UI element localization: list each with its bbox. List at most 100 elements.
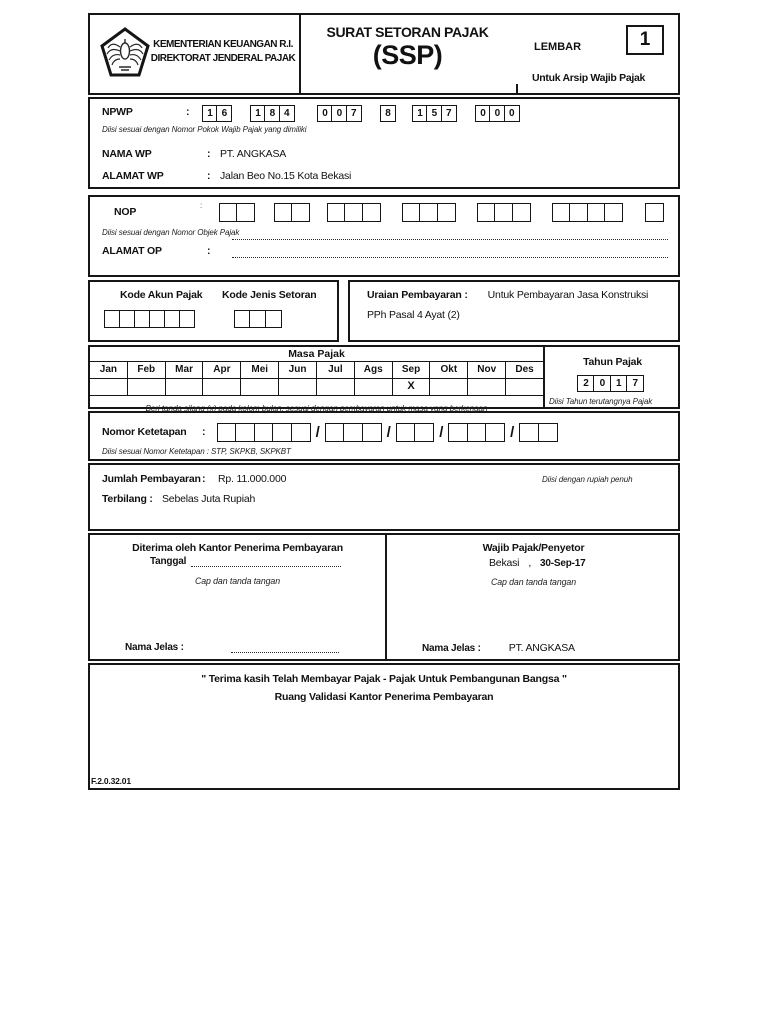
- alamat-op-label: ALAMAT OP: [102, 245, 162, 257]
- kemenkeu-pentagon-logo-icon: [100, 27, 150, 77]
- npwp-colon: :: [186, 106, 190, 118]
- kode-akun-box: [178, 310, 196, 328]
- masa-note: Beri tanda silang (x) pada kolom bulan, …: [145, 404, 488, 413]
- month-header-cell: Apr: [203, 362, 242, 379]
- left-nama-jelas-label: Nama Jelas :: [125, 642, 184, 653]
- nop-digit-box: [552, 203, 571, 222]
- ketetapan-digit-box: [537, 423, 558, 442]
- nop-digit-box: [236, 203, 256, 222]
- month-header-cell: Sep: [392, 362, 431, 379]
- sign-date: 30-Sep-17: [540, 557, 586, 569]
- jumlah-section: Jumlah Pembayaran : Rp. 11.000.000 Diisi…: [88, 463, 680, 531]
- ketetapan-digit-box: [485, 423, 506, 442]
- month-mark-row: X: [90, 379, 543, 396]
- left-nama-dotted-line: [230, 642, 339, 653]
- ministry-name: KEMENTERIAN KEUANGAN R.I. DIREKTORAT JEN…: [150, 38, 296, 65]
- ketetapan-digit-box: [253, 423, 274, 442]
- npwp-digit-box: 8: [264, 105, 281, 122]
- npwp-hint: Diisi sesuai dengan Nomor Pokok Wajib Pa…: [102, 125, 307, 134]
- ketetapan-hint: Diisi sesuai Nomor Ketetapan : STP, SKPK…: [102, 447, 291, 456]
- month-empty-cell: [127, 379, 166, 396]
- nop-digit-box: [291, 203, 311, 222]
- month-empty-cell: [241, 379, 280, 396]
- uraian-value-line2: PPh Pasal 4 Ayat (2): [367, 309, 460, 321]
- alamat-wp-value: Jalan Beo No.15 Kota Bekasi: [220, 170, 352, 182]
- nop-digit-group: [477, 203, 531, 222]
- npwp-digit-box: 7: [440, 105, 457, 122]
- month-empty-cell: [90, 379, 128, 396]
- right-nama-jelas-label: Nama Jelas :: [422, 642, 481, 654]
- month-header-cell: Nov: [468, 362, 507, 379]
- ketetapan-digit-box: [217, 423, 237, 442]
- header-divider: [299, 15, 301, 93]
- nop-digit-box: [219, 203, 238, 222]
- ketetapan-digit-box: [343, 423, 364, 442]
- ketetapan-colon: :: [202, 426, 206, 438]
- ketetapan-digit-box: [395, 423, 416, 442]
- jumlah-label: Jumlah Pembayaran: [102, 473, 201, 485]
- nop-digit-box: [477, 203, 496, 222]
- nama-wp-label: NAMA WP: [102, 148, 152, 160]
- nop-digit-box: [604, 203, 624, 222]
- ssp-form: KEMENTERIAN KEUANGAN R.I. DIREKTORAT JEN…: [88, 13, 680, 790]
- npwp-digit-group: 8: [380, 105, 396, 122]
- npwp-digit-box: 1: [412, 105, 428, 122]
- validation-section: " Terima kasih Telah Membayar Pajak - Pa…: [88, 663, 680, 790]
- signatures-divider: [385, 535, 387, 659]
- month-header-cell: Feb: [127, 362, 166, 379]
- month-header-cell: Mei: [241, 362, 280, 379]
- nama-wp-colon: :: [207, 148, 211, 160]
- nop-digit-group: [402, 203, 456, 222]
- ministry-line2: DIREKTORAT JENDERAL PAJAK: [150, 52, 296, 64]
- signatures-section: Diterima oleh Kantor Penerima Pembayaran…: [88, 533, 680, 661]
- masa-pajak-section: Masa Pajak Jan Feb Mar Apr Mei Jun Jul Ags Sep Ok…: [88, 345, 680, 413]
- jumlah-value: Rp. 11.000.000: [218, 473, 287, 485]
- alamat-wp-colon: :: [207, 170, 211, 182]
- month-header-row: Jan Feb Mar Apr Mei Jun Jul Ags Sep Okt Nov Des: [90, 362, 543, 379]
- month-header-cell: Ags: [354, 362, 393, 379]
- terbilang-label: Terbilang :: [102, 493, 153, 505]
- ketetapan-slash-separator: /: [386, 424, 391, 441]
- month-empty-cell: [430, 379, 469, 396]
- ketetapan-digit-box: [414, 423, 435, 442]
- masa-pajak-title: Masa Pajak: [90, 347, 543, 362]
- nop-hint: Diisi sesuai dengan Nomor Objek Pajak: [102, 228, 240, 237]
- lembar-number-box: 1: [626, 25, 664, 55]
- month-empty-cell: [354, 379, 393, 396]
- tanggal-dotted-line: [191, 556, 342, 567]
- month-empty-cell: [316, 379, 355, 396]
- ketetapan-digit-box: [235, 423, 256, 442]
- month-empty-cell: [468, 379, 507, 396]
- ketetapan-digit-box: [448, 423, 469, 442]
- npwp-digit-box: 4: [278, 105, 295, 122]
- month-header-cell: Mar: [165, 362, 204, 379]
- nop-digit-box: [436, 203, 456, 222]
- ketetapan-digit-group: [448, 423, 506, 442]
- ketetapan-digit-box: [272, 423, 293, 442]
- tahun-note: Diisi Tahun terutangnya Pajak: [549, 397, 653, 406]
- received-by-title: Diterima oleh Kantor Penerima Pembayaran: [132, 542, 343, 554]
- ketetapan-slash-separator: /: [439, 424, 444, 441]
- npwp-label: NPWP: [102, 106, 133, 118]
- thanks-line: " Terima kasih Telah Membayar Pajak - Pa…: [201, 673, 567, 685]
- nop-digit-box: [344, 203, 364, 222]
- form-abbr: (SSP): [372, 40, 443, 70]
- npwp-digit-box: 0: [503, 105, 520, 122]
- ketetapan-digit-boxes: / / / /: [217, 423, 558, 442]
- kode-jenis-label: Kode Jenis Setoran: [222, 289, 317, 301]
- nop-digit-box: [402, 203, 421, 222]
- nop-section: NOP : Diisi sesuai dengan Nomor Objek Pa…: [88, 195, 680, 277]
- ketetapan-digit-box: [361, 423, 382, 442]
- nop-digit-group: [327, 203, 381, 222]
- ketetapan-digit-box: [324, 423, 345, 442]
- tahun-digit-box: 0: [593, 375, 612, 392]
- nomor-ketetapan-section: Nomor Ketetapan : / / / / Diisi sesuai Nomo…: [88, 411, 680, 461]
- nop-digit-group: [552, 203, 624, 222]
- ketetapan-digit-group: [217, 423, 311, 442]
